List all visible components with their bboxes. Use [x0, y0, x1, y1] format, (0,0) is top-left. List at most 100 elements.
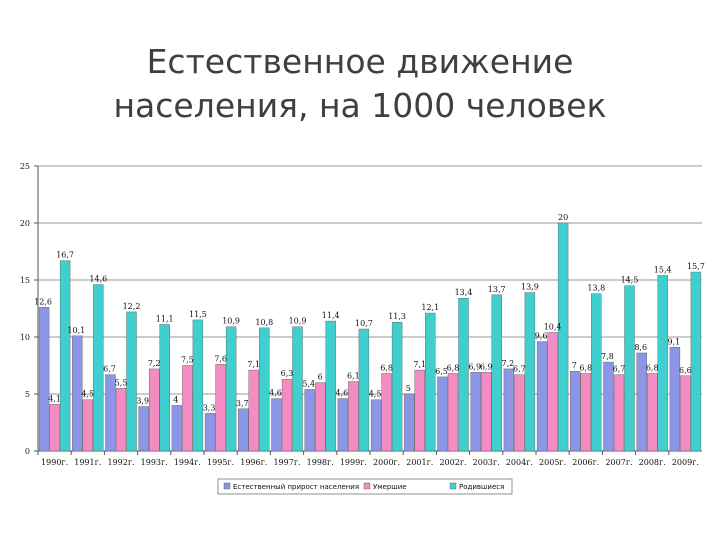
data-label: 4,5 [369, 390, 382, 399]
bar [348, 381, 359, 452]
x-tick-label: 1995г. [207, 458, 234, 467]
x-tick-label: 2001г. [406, 458, 433, 467]
bar [557, 222, 569, 452]
data-label: 20 [558, 213, 568, 222]
bar [59, 260, 71, 452]
bar [304, 389, 315, 452]
data-label: 7,1 [413, 360, 426, 369]
data-label: 6,1 [347, 371, 360, 380]
data-label: 15,4 [654, 265, 672, 274]
data-label: 6 [318, 373, 323, 382]
x-tick-label: 1997г. [273, 458, 300, 467]
bar [580, 373, 591, 452]
bar [115, 388, 127, 452]
bar [437, 376, 448, 452]
bar [159, 324, 170, 452]
data-label: 11,5 [189, 310, 207, 319]
data-label: 6,5 [435, 367, 448, 376]
x-tick-label: 2003г. [473, 458, 500, 467]
y-tick-label: 20 [20, 219, 30, 228]
data-label: 10,9 [222, 317, 240, 326]
x-tick-label: 1991г. [74, 458, 101, 467]
data-label: 12,6 [34, 297, 52, 306]
legend: Естественный прирост населения Умершие Род… [217, 478, 513, 495]
data-label: 6,3 [281, 369, 294, 378]
y-tick-label: 10 [20, 333, 30, 342]
bar [470, 372, 481, 452]
data-label: 5 [406, 384, 411, 393]
x-tick-label: 2005г. [539, 458, 566, 467]
bar [248, 369, 260, 452]
data-label: 12,1 [421, 303, 439, 312]
data-label: 9,1 [668, 337, 681, 346]
bar [105, 374, 116, 452]
x-tick-label: 2007г. [605, 458, 632, 467]
data-label: 13,8 [587, 284, 605, 293]
bar [613, 374, 625, 452]
bar [481, 372, 492, 452]
bar [570, 371, 581, 452]
data-label: 4,5 [81, 390, 94, 399]
data-label: 7,1 [247, 360, 260, 369]
data-label: 14,6 [89, 275, 107, 284]
legend-swatch [449, 482, 457, 490]
data-label: 7,8 [601, 352, 614, 361]
slide-title-line2: населения, на 1000 человек [113, 86, 607, 125]
bar [292, 326, 303, 452]
data-label: 6,8 [447, 363, 460, 372]
bar [647, 373, 658, 452]
bar [624, 285, 635, 452]
x-tick-label: 2002г. [439, 458, 466, 467]
legend-swatch [223, 482, 231, 490]
data-label: 4,6 [269, 389, 282, 398]
bar [337, 398, 349, 452]
data-label: 11,3 [388, 312, 406, 321]
bar [381, 373, 392, 452]
data-label: 11,1 [156, 314, 174, 323]
x-tick-label: 1992г. [107, 458, 134, 467]
bar [547, 332, 558, 452]
data-label: 13,4 [455, 288, 473, 297]
bar [491, 294, 502, 452]
slide-title-line1: Естественное движение [146, 42, 574, 81]
data-label: 7,6 [214, 354, 227, 363]
y-tick-label: 25 [20, 162, 30, 171]
bar [325, 320, 336, 452]
bar [72, 335, 83, 452]
data-label: 13,7 [488, 285, 506, 294]
bar [281, 378, 293, 452]
data-label: 10,8 [255, 318, 273, 327]
bar [447, 373, 459, 452]
bar [603, 361, 614, 452]
y-tick-label: 15 [20, 276, 30, 285]
x-tick-label: 2000г. [373, 458, 400, 467]
bar [315, 382, 326, 452]
y-tick-label: 0 [25, 447, 30, 456]
bar [680, 375, 691, 452]
bar [524, 292, 536, 452]
slide-title: Естественное движение населения, на 1000… [0, 40, 720, 128]
bar [82, 399, 94, 452]
x-tick-label: 2004г. [506, 458, 533, 467]
data-label: 4,6 [336, 389, 349, 398]
bar [514, 374, 525, 452]
bar [126, 311, 137, 452]
bar [669, 347, 681, 452]
bar [404, 393, 415, 452]
bar [138, 406, 149, 452]
data-label: 6,7 [103, 365, 116, 374]
data-label: 13,9 [521, 283, 539, 292]
x-tick-label: 1998г. [307, 458, 334, 467]
x-tick-label: 1996г. [240, 458, 267, 467]
data-label: 4,1 [48, 394, 61, 403]
bar [458, 298, 469, 452]
x-tick-label: 1993г. [141, 458, 168, 467]
legend-swatch [363, 482, 371, 490]
x-tick-label: 1994г. [174, 458, 201, 467]
data-label: 8,6 [634, 343, 647, 352]
bar [38, 307, 50, 452]
data-label: 7 [572, 361, 577, 370]
data-label: 11,4 [322, 311, 340, 320]
data-labels: 12,6 4,1 16,7 10,1 4,5 14,6 6,7 5,5 12,2 3,9 7,2 11… [34, 213, 705, 412]
data-label: 15,7 [687, 262, 705, 271]
